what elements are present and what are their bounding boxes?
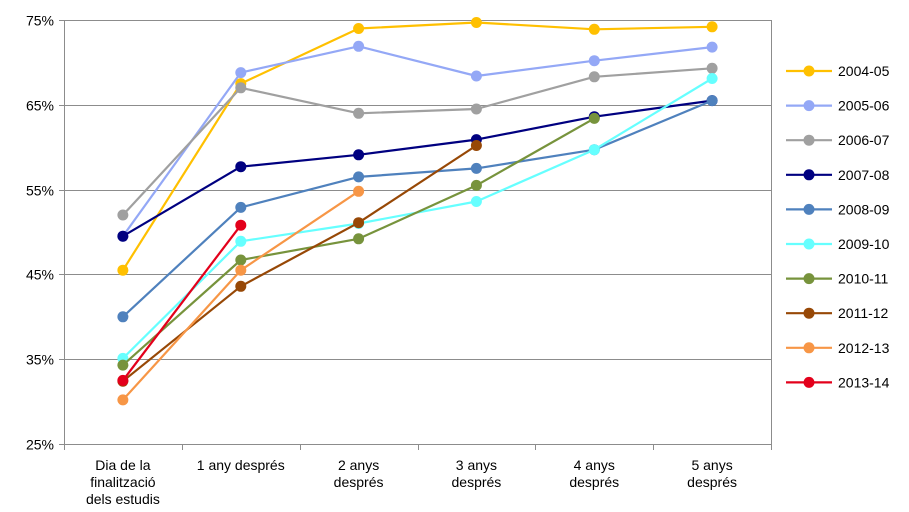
y-tick-label: 75%	[26, 13, 54, 29]
data-point-2004-05	[470, 17, 482, 28]
data-point-2007-08	[353, 149, 365, 161]
data-point-2005-06	[353, 40, 365, 52]
x-tick-label: 1 any després	[197, 457, 285, 473]
series-line-2013-14	[122, 224, 242, 382]
data-point-2010-11	[470, 179, 482, 191]
data-point-2009-10	[235, 235, 247, 247]
legend-label: 2011-12	[838, 305, 889, 321]
gridlines	[64, 20, 771, 360]
series-line-2006-07	[122, 67, 713, 216]
x-tick-label: després	[334, 474, 384, 490]
legend-label: 2007-08	[838, 167, 890, 183]
series-line-2011-12	[122, 144, 478, 383]
data-point-2010-11	[117, 359, 129, 371]
legend-label: 2006-07	[838, 132, 890, 148]
data-point-2006-07	[588, 71, 600, 83]
legend-label: 2012-13	[838, 340, 890, 356]
data-point-2009-10	[470, 196, 482, 207]
data-point-2004-05	[588, 23, 600, 35]
legend-marker-2011-12	[803, 307, 815, 319]
legend-label: 2010-11	[838, 271, 889, 287]
data-point-2010-11	[588, 112, 600, 124]
x-tick-label: 4 anys	[574, 457, 615, 473]
x-tick-label: 5 anys	[691, 457, 732, 473]
data-point-2013-14	[117, 374, 129, 386]
legend-label: 2009-10	[838, 236, 890, 252]
data-point-2009-10	[588, 144, 600, 156]
data-point-2008-09	[706, 95, 718, 107]
data-point-2005-06	[706, 41, 718, 53]
data-point-2008-09	[117, 311, 129, 323]
data-point-2005-06	[470, 70, 482, 82]
legend-marker-2010-11	[803, 273, 815, 285]
data-point-2008-09	[470, 162, 482, 174]
legend-marker-2006-07	[803, 134, 815, 146]
legend-marker-2004-05	[803, 65, 815, 77]
legend-label: 2004-05	[838, 63, 890, 79]
data-point-2009-10	[706, 73, 718, 84]
x-tick-label: després	[687, 474, 737, 490]
legend-marker-2009-10	[803, 238, 815, 250]
y-tick-label: 25%	[26, 437, 54, 453]
data-point-2004-05	[353, 23, 365, 34]
legend-label: 2008-09	[838, 201, 890, 217]
data-point-2006-07	[117, 209, 129, 221]
x-tick-label: dels estudis	[86, 491, 160, 507]
data-point-2012-13	[353, 185, 365, 197]
data-point-2010-11	[353, 233, 365, 245]
data-point-2011-12	[235, 280, 247, 292]
data-point-2012-13	[235, 264, 247, 276]
legend-label: 2005-06	[838, 98, 890, 114]
x-tick-label: 3 anys	[456, 457, 497, 473]
data-point-2007-08	[235, 161, 247, 173]
legend-label: 2013-14	[838, 374, 890, 390]
data-point-2010-11	[235, 254, 247, 266]
axes	[59, 20, 772, 450]
data-point-2005-06	[588, 55, 600, 67]
data-point-2006-07	[706, 62, 718, 74]
data-point-2006-07	[353, 107, 365, 119]
data-point-2004-05	[117, 264, 129, 276]
data-point-2011-12	[353, 217, 365, 229]
data-point-2006-07	[470, 103, 482, 115]
data-point-2004-05	[706, 21, 718, 33]
legend-marker-2007-08	[803, 169, 815, 181]
x-tick-label: després	[452, 474, 502, 490]
data-point-2013-14	[235, 219, 247, 231]
x-tick-label: finalització	[90, 474, 156, 490]
y-axis-tick-labels: 25% 35% 45% 55% 65% 75%	[26, 13, 54, 453]
legend-marker-2008-09	[803, 203, 815, 215]
legend-marker-2013-14	[803, 376, 815, 388]
data-point-2005-06	[235, 67, 247, 79]
x-tick-label: després	[569, 474, 619, 490]
legend-marker-2005-06	[803, 100, 815, 112]
data-point-2011-12	[470, 140, 482, 151]
data-point-2012-13	[117, 394, 129, 406]
series-line-2005-06	[122, 45, 713, 237]
data-point-2008-09	[353, 171, 365, 183]
x-tick-label: 2 anys	[338, 457, 379, 473]
series-line-2008-09	[122, 99, 713, 318]
data-point-2008-09	[235, 201, 247, 213]
x-tick-label: Dia de la	[95, 457, 150, 473]
data-point-2006-07	[235, 82, 247, 94]
y-tick-label: 35%	[26, 352, 54, 368]
data-point-2007-08	[117, 230, 129, 242]
data-series	[117, 17, 718, 406]
y-tick-label: 45%	[26, 267, 54, 283]
y-tick-label: 55%	[26, 183, 54, 199]
y-tick-label: 65%	[26, 98, 54, 114]
legend-marker-2012-13	[803, 342, 815, 354]
legend: 2004-05 2005-06 2006-07 2007-08 2008-09 2009-…	[786, 63, 890, 390]
series-line-2007-08	[122, 99, 713, 238]
series-line-2004-05	[121, 21, 713, 271]
